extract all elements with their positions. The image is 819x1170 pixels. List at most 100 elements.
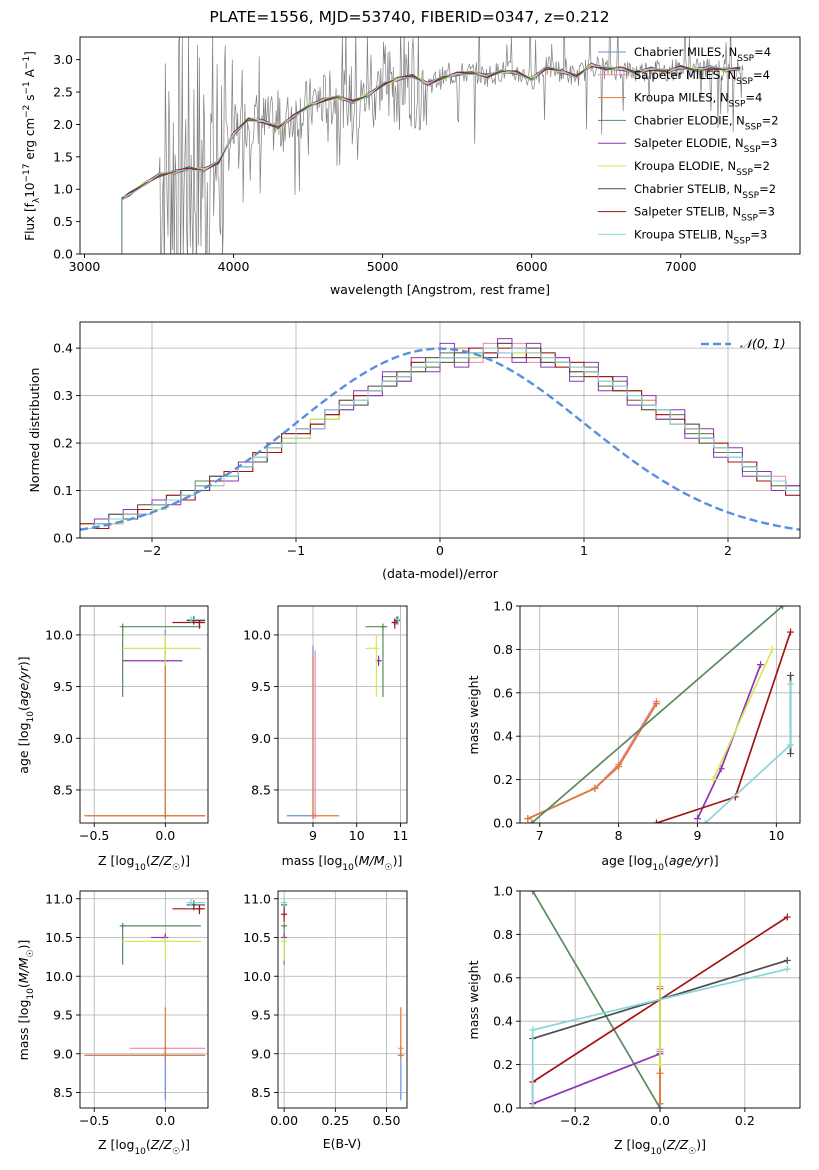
- plot-area-age-vs-z: [84, 616, 206, 819]
- y-tick-label: 10.0: [243, 627, 271, 642]
- x-tick-label: 10: [768, 828, 784, 843]
- series-marker: [757, 661, 765, 669]
- y-axis-label: Flux [fλ10−17 erg cm−2 s−1 A−1]: [22, 51, 42, 241]
- point-marker: [373, 645, 380, 652]
- series-marker: [787, 671, 795, 679]
- y-tick-label: 0.2: [53, 436, 73, 451]
- y-tick-label: 9.0: [251, 731, 271, 746]
- y-tick-label: 1.0: [493, 884, 513, 899]
- series-marker: [656, 930, 664, 938]
- series-kroupa-stelib: [529, 965, 791, 1108]
- x-tick-label: 11: [392, 828, 408, 843]
- x-tick-label: 7: [536, 828, 544, 843]
- y-tick-label: 0.6: [493, 685, 513, 700]
- y-axis-label: Normed distribution: [27, 368, 42, 493]
- normal-reference-curve: [80, 347, 800, 531]
- series-chabrier-miles: [524, 700, 660, 823]
- point-marker: [281, 899, 288, 906]
- plot-area-mass-vs-ebv: [281, 898, 404, 1101]
- series-marker: [783, 965, 791, 973]
- errorbar-kroupa-stelib: [186, 616, 206, 623]
- x-tick-label: 1: [580, 543, 588, 558]
- series-marker: [783, 913, 791, 921]
- y-tick-label: 0.0: [493, 816, 513, 831]
- errorbar-kroupa-stelib: [395, 616, 402, 625]
- legend-label: Kroupa MILES, NSSP=4: [634, 91, 762, 110]
- point-marker: [309, 812, 316, 819]
- y-tick-label: 0.4: [493, 1014, 513, 1029]
- y-tick-label: 8.5: [251, 782, 271, 797]
- legend-label: Kroupa ELODIE, NSSP=2: [634, 159, 770, 178]
- axes-residuals: −2 −1 0 1 2 0.0 0.1 0.2 0.3 0.4: [53, 321, 801, 558]
- errorbar-kroupa-elodie: [365, 634, 380, 697]
- legend-label: Kroupa STELIB, NSSP=3: [634, 227, 767, 246]
- x-tick-label: 0.00: [270, 1113, 298, 1128]
- y-tick-label: 8.5: [251, 1085, 271, 1100]
- series-marker: [787, 741, 795, 749]
- series-marker: [529, 1026, 537, 1034]
- series-line: [656, 631, 792, 823]
- series-marker: [652, 819, 660, 823]
- series-kroupa-stelib: [701, 680, 795, 823]
- y-tick-label: 0.0: [493, 1101, 513, 1116]
- observed-spectrum-line: [158, 37, 744, 254]
- axes-frame: [519, 605, 801, 824]
- axes-mass-weight-vs-age: 7 8 9 10 0.0 0.2 0.4 0.6 0.8 1.0: [493, 599, 801, 843]
- y-tick-label: 0.2: [493, 1057, 513, 1072]
- x-tick-label: −0.2: [560, 1113, 590, 1128]
- series-marker: [787, 680, 795, 688]
- y-tick-label: 0.4: [53, 341, 73, 356]
- y-tick-label: 11.0: [45, 891, 73, 906]
- errorbar-salpeter-elodie: [122, 657, 183, 664]
- legend-label: Chabrier ELODIE, NSSP=2: [634, 113, 779, 132]
- x-tick-label: 6000: [516, 259, 548, 274]
- axes-frame: [79, 605, 209, 824]
- y-tick-label: 0.4: [493, 729, 513, 744]
- axes-frame: [277, 890, 408, 1109]
- x-tick-label: 3000: [69, 259, 101, 274]
- point-marker: [391, 619, 398, 626]
- x-tick-label: −0.5: [79, 1113, 109, 1128]
- series-salpeter-miles: [524, 697, 660, 823]
- plot-area-spectrum: [121, 37, 744, 254]
- point-marker: [119, 623, 126, 630]
- series-line: [527, 701, 658, 820]
- axes-frame: [79, 890, 209, 1109]
- series-marker: [709, 776, 717, 784]
- series-chabrier-elodie: [528, 606, 787, 823]
- plot-area-age-vs-mass: [286, 616, 402, 819]
- y-axis-label: mass weight: [466, 675, 481, 754]
- x-tick-label: 9: [693, 828, 701, 843]
- point-marker: [395, 616, 402, 623]
- series-marker: [591, 784, 599, 792]
- point-marker: [281, 938, 288, 945]
- series-marker: [652, 700, 660, 708]
- errorbar-chabrier-elodie: [365, 623, 388, 697]
- point-marker: [162, 645, 169, 652]
- series-marker: [783, 956, 791, 964]
- y-tick-label: 0.0: [53, 247, 73, 262]
- point-marker: [379, 623, 386, 630]
- legend-label: 𝒩(0, 1): [740, 336, 786, 351]
- y-tick-label: 3.0: [53, 52, 73, 67]
- axes-frame: [277, 605, 408, 824]
- series-line: [712, 649, 774, 780]
- errorbar-chabrier-stelib: [186, 616, 206, 625]
- plot-area-residuals: [80, 338, 800, 531]
- errorbar-chabrier-elodie: [119, 623, 201, 697]
- x-tick-label: −1: [287, 543, 305, 558]
- x-tick-label: 7000: [665, 259, 697, 274]
- axes-mass-vs-ebv: 0.00 0.25 0.50 8.5 9.0 9.5 10.0 10.5 11.0: [243, 890, 408, 1128]
- y-tick-label: 0.1: [53, 483, 73, 498]
- errorbar-chabrier-elodie: [119, 922, 201, 965]
- point-marker: [187, 899, 194, 906]
- series-marker: [529, 1104, 537, 1108]
- plot-area-mass-vs-z: [84, 898, 206, 1101]
- series-marker: [528, 819, 536, 823]
- y-tick-label: 0.0: [53, 531, 73, 546]
- series-marker: [656, 1061, 664, 1069]
- axes-mass-vs-z: −0.5 0.0 8.5 9.0 9.5 10.0 10.5 11.0: [45, 890, 209, 1128]
- errorbar-kroupa-miles: [84, 650, 206, 819]
- axes-spectrum: 3000 4000 5000 6000 7000 0.0 0.5 1.0 1.5 2.0 2.5 3.…: [53, 36, 801, 274]
- y-tick-label: 1.0: [493, 599, 513, 614]
